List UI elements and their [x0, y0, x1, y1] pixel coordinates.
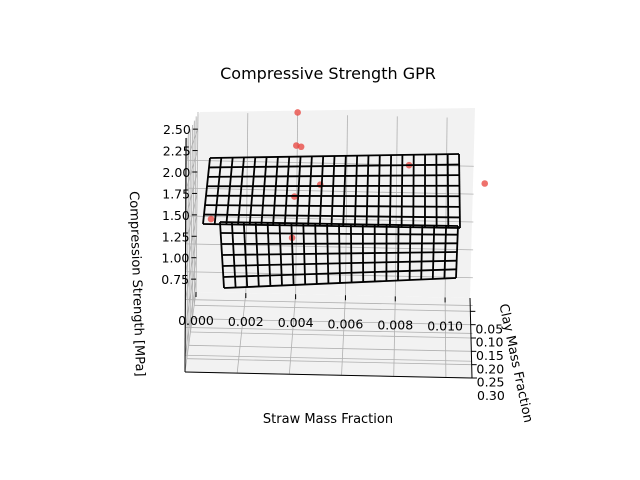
mesh-line	[219, 221, 459, 227]
y-gridline	[191, 120, 195, 319]
x-tick-label: 0.004	[278, 315, 314, 330]
z-tick-label: 1.75	[162, 186, 190, 201]
mesh-line	[248, 157, 257, 225]
mesh-line	[225, 157, 234, 225]
mesh-line	[222, 259, 457, 267]
z-gridline	[185, 354, 473, 362]
z-gridline	[185, 193, 198, 244]
z-gridline	[185, 214, 198, 272]
mesh-line	[237, 157, 245, 225]
mesh-line	[206, 184, 460, 188]
y-tick-label: 0.25	[477, 375, 505, 390]
y-gridline	[186, 133, 190, 359]
mesh-line	[202, 223, 461, 229]
mesh-line	[330, 155, 336, 227]
mesh-line	[202, 157, 211, 225]
z-tick-label: 2.50	[163, 122, 191, 137]
data-points	[207, 109, 489, 242]
mesh-line	[260, 157, 268, 225]
mesh-line	[205, 194, 460, 198]
mesh-line	[203, 213, 460, 219]
mesh-line	[446, 154, 450, 228]
z-gridline	[185, 299, 473, 306]
z-tick-label: 1.25	[162, 229, 190, 244]
y-tick-label: 0.15	[476, 348, 504, 363]
z-axis-line	[184, 137, 187, 373]
x-tick-label: 0.006	[328, 316, 364, 331]
data-point	[297, 143, 305, 151]
x-ticks: 0.000 0.002 0.004 0.006 0.008 0.010	[178, 292, 463, 333]
mesh-line	[208, 163, 460, 169]
surface-back-panel	[202, 153, 461, 229]
mesh-line	[318, 156, 325, 226]
mesh-line	[209, 153, 460, 159]
mesh-line	[221, 251, 458, 256]
surface-front-panel	[219, 221, 459, 289]
z-gridline	[185, 327, 473, 334]
mesh-line	[213, 157, 223, 225]
mesh-line	[353, 155, 359, 227]
mesh-line	[220, 232, 458, 236]
x-axis-label: Straw Mass Fraction	[263, 412, 393, 427]
x-tick-label: 0.008	[377, 317, 413, 332]
mesh-line	[458, 153, 461, 229]
z-gridline	[185, 236, 198, 300]
mesh-line	[342, 155, 347, 227]
y-gridline	[194, 304, 471, 312]
z-gridline	[186, 150, 198, 189]
x-gridline	[195, 111, 199, 293]
gpr-surface	[202, 153, 461, 289]
mesh-line	[223, 277, 457, 289]
z-axis-label: Compression Strength [MPa]	[126, 191, 147, 377]
y-tick-label: 0.30	[477, 388, 505, 403]
z-tick-label: 2.00	[162, 165, 190, 180]
x-axis-line	[184, 371, 473, 379]
y-gridline	[188, 129, 192, 346]
mesh-line	[307, 156, 313, 226]
z-tick-label: 1.50	[162, 208, 190, 223]
data-point	[207, 215, 215, 223]
z-tick-label: 1.00	[162, 251, 190, 266]
mesh-line	[377, 155, 381, 227]
y-gridline	[192, 318, 471, 326]
y-gridline	[186, 358, 472, 366]
mesh-line	[295, 156, 302, 226]
y-ticks: 0.050.100.150.200.250.30	[470, 310, 505, 403]
y-gridline	[190, 124, 193, 333]
z-gridline	[184, 257, 197, 328]
y-gridline	[190, 331, 472, 339]
mesh-line	[283, 156, 291, 226]
data-point	[481, 180, 489, 187]
y-tick-label: 0.05	[475, 321, 503, 336]
mesh-line	[400, 154, 404, 228]
x-tick-label: 0.002	[228, 314, 264, 329]
z-gridline	[185, 171, 198, 217]
mesh-line	[272, 156, 279, 226]
mesh-line	[389, 155, 392, 227]
z-tick-label: 2.25	[163, 144, 191, 159]
y-gridline	[193, 116, 197, 306]
data-point	[294, 109, 301, 116]
z-gridline	[186, 129, 199, 161]
z-gridline	[185, 271, 473, 279]
y-gridline	[188, 344, 472, 352]
z-ticks: 0.75 1.00 1.25 1.50 1.75 2.00 2.25 2.50	[161, 122, 198, 287]
mesh-line	[221, 242, 458, 245]
y-tick-label: 0.10	[476, 335, 504, 350]
x-tick-label: 0.010	[427, 318, 463, 333]
x-tick-label: 0.000	[178, 313, 214, 328]
chart-title: Compressive Strength GPR	[220, 64, 436, 83]
mesh-line	[365, 155, 370, 227]
z-gridline	[184, 279, 197, 356]
y-tick-label: 0.20	[476, 361, 504, 376]
mesh-line	[223, 268, 457, 278]
mesh-line	[204, 204, 460, 208]
mesh-line	[207, 174, 460, 178]
z-tick-label: 0.75	[161, 272, 189, 287]
